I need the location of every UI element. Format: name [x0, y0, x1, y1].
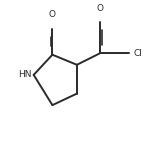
Text: O: O: [49, 10, 56, 19]
Text: Cl: Cl: [133, 49, 142, 58]
Text: O: O: [96, 4, 103, 13]
Text: HN: HN: [18, 70, 32, 79]
